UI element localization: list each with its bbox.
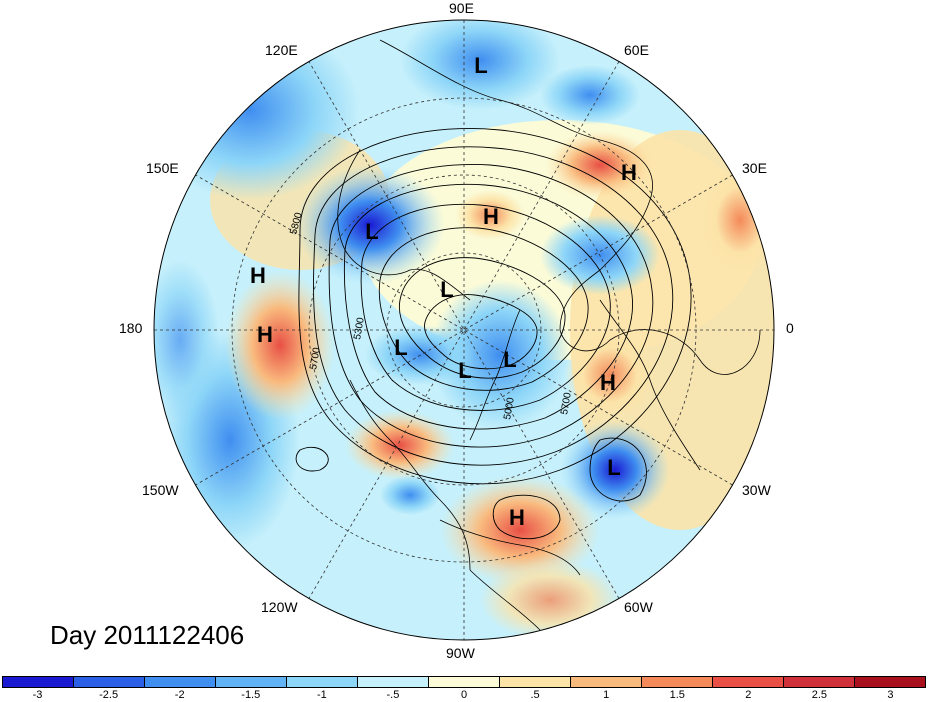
graticule — [154, 20, 774, 640]
height-contours — [295, 128, 692, 540]
colorbar-ticks: -3 -2.5 -2 -1.5 -1 -.5 0 .5 1 1.5 2 2.5 3 — [0, 688, 928, 702]
colorbar-tick-label: -2.5 — [99, 689, 119, 701]
colorbar-tick-label: 3 — [887, 689, 894, 701]
colorbar-swatch — [500, 677, 571, 687]
pressure-system-high: H — [250, 263, 266, 288]
pressure-system-high: H — [257, 322, 273, 347]
pressure-system-high: H — [509, 505, 525, 530]
lon-label-60e: 60E — [624, 42, 649, 58]
colorbar-swatch — [784, 677, 855, 687]
lon-label-0: 0 — [786, 320, 794, 336]
coastlines — [337, 39, 761, 631]
lon-label-180: 180 — [119, 320, 143, 336]
pressure-system-low: L — [365, 219, 379, 244]
map-boundary — [153, 19, 775, 641]
pressure-system-low: L — [440, 277, 454, 302]
lon-label-150w: 150W — [142, 482, 179, 498]
lon-label-90w: 90W — [446, 645, 475, 661]
colorbar-tick-label: -1.5 — [241, 689, 261, 701]
colorbar-swatch — [74, 677, 145, 687]
colorbar-swatch — [3, 677, 74, 687]
lon-label-30e: 30E — [742, 160, 767, 176]
colorbar — [2, 676, 926, 688]
colorbar-swatch — [287, 677, 358, 687]
colorbar-swatch — [358, 677, 429, 687]
colorbar-tick-label: 1.5 — [669, 689, 685, 701]
colorbar-tick-label: -.5 — [386, 689, 400, 701]
pressure-system-low: L — [394, 335, 408, 360]
colorbar-swatch — [642, 677, 713, 687]
colorbar-tick-label: 1 — [603, 689, 610, 701]
colorbar-swatch — [429, 677, 500, 687]
pressure-system-high: H — [483, 204, 499, 229]
colorbar-swatch — [145, 677, 216, 687]
lon-label-30w: 30W — [742, 482, 771, 498]
colorbar-tick-label: 2 — [745, 689, 752, 701]
colorbar-swatch — [713, 677, 784, 687]
polar-map: 5800 5300 5700 5700 5000 — [153, 19, 775, 641]
contour-label: 5700 — [308, 346, 323, 370]
lon-label-90e: 90E — [449, 0, 474, 16]
colorbar-tick-label: -1 — [316, 689, 327, 701]
date-title: Day 2011122406 — [50, 620, 245, 650]
contour-label: 5300 — [352, 316, 367, 340]
colorbar-tick-label: 0 — [460, 689, 468, 701]
pressure-system-low: L — [607, 455, 621, 480]
pressure-system-high: H — [621, 160, 637, 185]
colorbar-tick-label: -2 — [174, 689, 185, 701]
colorbar-tick-label: .5 — [530, 689, 540, 701]
lon-label-120w: 120W — [261, 599, 298, 615]
pressure-system-high: H — [600, 370, 616, 395]
pressure-system-low: L — [458, 358, 472, 383]
contour-label: 5000 — [502, 396, 517, 420]
pressure-system-low: L — [474, 53, 488, 78]
anomaly-field — [154, 20, 774, 640]
colorbar-swatch — [216, 677, 287, 687]
pressure-system-low: L — [503, 347, 517, 372]
colorbar-swatch — [571, 677, 642, 687]
lon-label-150e: 150E — [146, 160, 179, 176]
colorbar-swatch — [855, 677, 925, 687]
colorbar-tick-label: -3 — [32, 689, 43, 701]
lon-label-120e: 120E — [265, 42, 298, 58]
lon-label-60w: 60W — [624, 599, 653, 615]
contour-label: 5700 — [559, 391, 574, 415]
colorbar-tick-label: 2.5 — [811, 689, 828, 701]
